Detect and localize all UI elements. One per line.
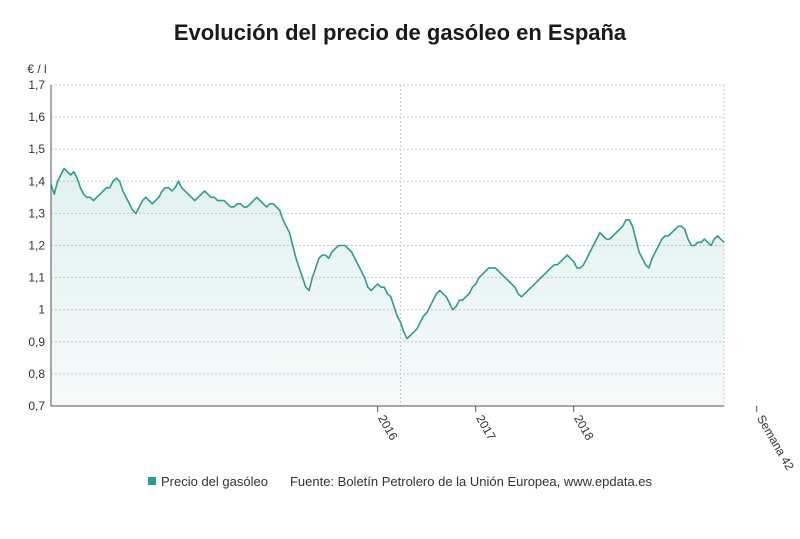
x-tick-label: 2017 bbox=[473, 413, 499, 443]
x-tick-label: 2016 bbox=[375, 413, 401, 443]
area-layer bbox=[50, 167, 725, 406]
source-note: Fuente: Boletín Petrolero de la Unión Eu… bbox=[289, 474, 653, 489]
y-tick-label: 0,9 bbox=[28, 335, 45, 349]
y-tick-label: 1,3 bbox=[28, 206, 45, 220]
y-tick-label: 1,4 bbox=[28, 174, 45, 188]
x-tick-label: 2018 bbox=[571, 413, 597, 443]
x-tick-label: Semana 42 bbox=[754, 413, 797, 473]
y-tick-label: 1,7 bbox=[28, 78, 45, 92]
series-area-fill bbox=[51, 168, 724, 406]
y-tick-label: 1,5 bbox=[28, 142, 45, 156]
y-tick-label: 0,7 bbox=[28, 399, 45, 413]
y-tick-label: 1,2 bbox=[28, 239, 45, 253]
y-tick-label: 1,6 bbox=[28, 110, 45, 124]
y-tick-label: 1 bbox=[38, 303, 45, 317]
legend: Precio del gasóleo Fuente: Boletín Petrol… bbox=[0, 474, 800, 489]
chart-title: Evolución del precio de gasóleo en Españ… bbox=[173, 20, 627, 45]
y-tick-label: 0,8 bbox=[28, 367, 45, 381]
legend-series-name: Precio del gasóleo bbox=[160, 474, 268, 489]
legend-swatch bbox=[147, 477, 156, 485]
y-axis-label: € / l bbox=[27, 62, 46, 76]
y-tick-label: 1,1 bbox=[28, 271, 45, 285]
axis-layer bbox=[50, 85, 758, 412]
series-line bbox=[50, 167, 725, 340]
